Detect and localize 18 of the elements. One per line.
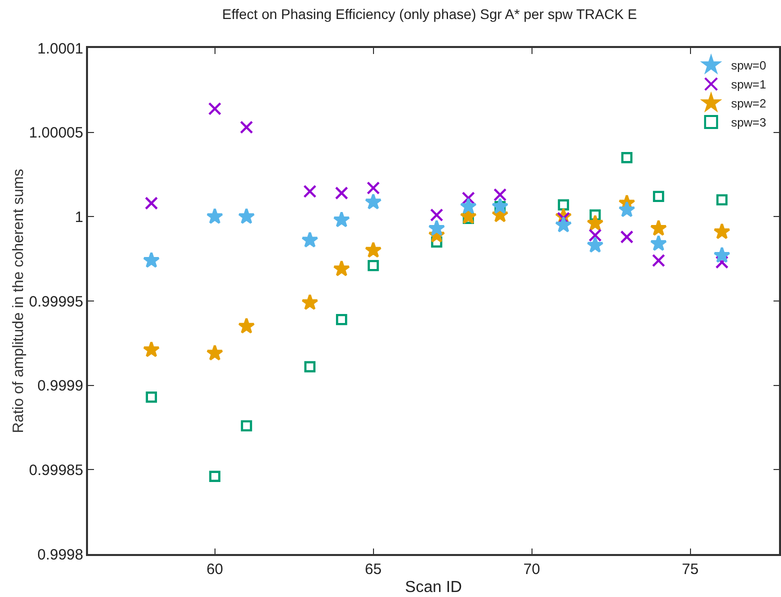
y-tick-label: 0.99995 (29, 293, 84, 310)
chart-title: Effect on Phasing Efficiency (only phase) Sgr A* per spw TRACK E (222, 6, 637, 22)
y-tick-label: 1 (74, 208, 84, 226)
y-tick-label: 1.0001 (37, 40, 84, 58)
y-tick-label: 1.00005 (29, 124, 84, 142)
x-tick-label: 70 (523, 560, 540, 578)
legend-label: spw=0 (731, 58, 766, 73)
x-tick-label: 65 (364, 560, 382, 578)
legend-label: spw=2 (731, 96, 766, 111)
x-tick-label: 75 (682, 560, 699, 578)
x-tick-label: 60 (206, 560, 224, 578)
y-axis-title: Ratio of amplitude in the coherent sums (10, 168, 27, 434)
y-tick-label: 0.9998 (37, 546, 84, 564)
y-tick-label: 0.99985 (29, 462, 84, 479)
legend-label: spw=3 (731, 116, 766, 130)
y-tick-label: 0.9999 (37, 378, 84, 395)
legend-label: spw=1 (731, 78, 766, 92)
x-axis-title: Scan ID (405, 578, 462, 596)
